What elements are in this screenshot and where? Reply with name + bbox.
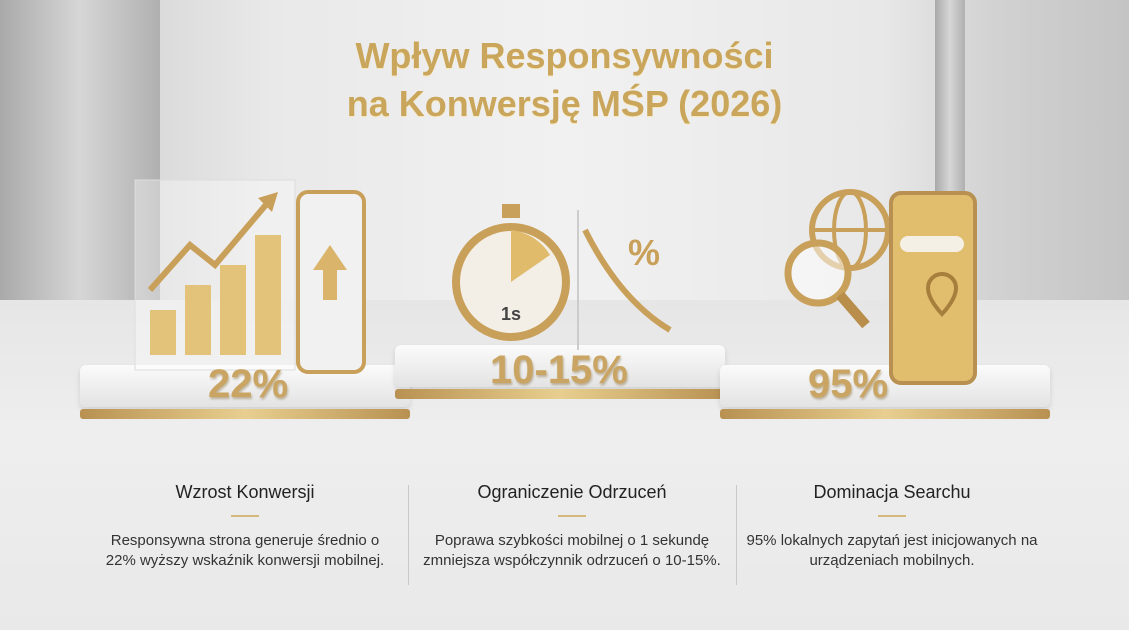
title-line-2: na Konwersję MŚP (2026) — [346, 83, 783, 124]
card-heading: Dominacja Searchu — [813, 482, 971, 502]
divider — [231, 515, 259, 517]
stat-value: 22% — [208, 362, 289, 406]
percent-symbol: % — [628, 232, 660, 273]
card-dominacja-searchu: Dominacja Searchu 95% lokalnych zapytań … — [742, 482, 1042, 571]
pedestal-2 — [395, 345, 725, 415]
card-heading: Ograniczenie Odrzuceń — [477, 482, 667, 502]
pedestal-3 — [720, 365, 1050, 435]
page-title: Wpływ Responsywności na Konwersję MŚP (20… — [0, 32, 1129, 128]
card-wzrost-konwersji: Wzrost Konwersji Responsywna strona gene… — [95, 482, 395, 571]
card-text: 95% lokalnych zapytań jest inicjowanych … — [746, 532, 1038, 569]
stopwatch-label: 1s — [501, 304, 521, 324]
divider — [736, 485, 737, 585]
card-ograniczenie-odrzucen: Ograniczenie Odrzuceń Poprawa szybkości … — [422, 482, 722, 571]
divider — [408, 485, 409, 585]
divider — [878, 515, 906, 517]
stat-value: 95% — [808, 362, 889, 406]
divider — [558, 515, 586, 517]
stat-value: 10-15% — [490, 348, 628, 392]
background-pillar — [0, 0, 160, 340]
card-heading: Wzrost Konwersji — [175, 482, 315, 502]
card-text: Poprawa szybkości mobilnej o 1 sekundę z… — [423, 532, 721, 569]
title-line-1: Wpływ Responsywności — [355, 35, 774, 76]
bar-chart-phone-icon — [134, 179, 366, 374]
card-text: Responsywna strona generuje średnio o 22… — [105, 532, 385, 569]
stopwatch-icon: 1s % — [452, 204, 672, 350]
search-globe-phone-icon — [784, 189, 977, 385]
